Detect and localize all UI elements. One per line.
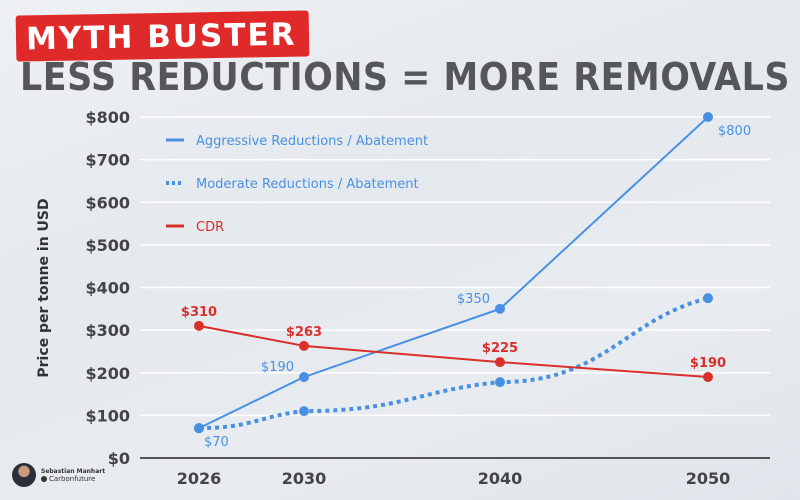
data-label: $225 <box>482 341 518 356</box>
y-tick-label: $300 <box>85 321 130 340</box>
series-line-2 <box>198 324 709 379</box>
data-point <box>703 112 713 122</box>
data-label: $350 <box>457 292 490 307</box>
y-tick-label: $0 <box>108 449 130 468</box>
data-label: $70 <box>204 435 229 450</box>
x-tick-label: 2030 <box>282 469 327 488</box>
data-point <box>495 377 505 388</box>
legend-label: CDR <box>196 220 224 235</box>
legend-label: Aggressive Reductions / Abatement <box>196 134 428 149</box>
y-tick-label: $500 <box>85 236 130 255</box>
author-name: Sebastian Manhart <box>41 467 106 475</box>
y-tick-label: $800 <box>85 108 130 127</box>
avatar <box>12 463 36 487</box>
y-tick-label: $600 <box>85 193 130 212</box>
data-point <box>299 372 309 383</box>
chart-title: LESS REDUCTIONS = MORE REMOVALS <box>20 55 791 99</box>
data-point <box>194 423 204 434</box>
data-point <box>495 303 505 314</box>
data-point <box>703 293 713 304</box>
series-line-0 <box>198 116 709 430</box>
y-axis-label: Price per tonne in USD <box>36 198 52 377</box>
data-point <box>495 357 505 368</box>
data-point <box>299 340 309 351</box>
series-line-1 <box>198 296 709 431</box>
data-point <box>703 372 713 383</box>
data-point <box>194 320 204 331</box>
author-credit: Sebastian Manhart Carbonfuture <box>12 463 105 487</box>
data-point <box>299 406 309 417</box>
data-label: $190 <box>261 360 294 375</box>
x-tick-label: 2040 <box>478 469 523 488</box>
x-tick-label: 2026 <box>177 469 222 488</box>
y-tick-label: $200 <box>85 364 130 383</box>
data-label: $800 <box>718 124 751 139</box>
carbonfuture-logo-icon <box>41 475 47 482</box>
data-label: $263 <box>286 325 322 340</box>
x-tick-label: 2050 <box>686 469 731 488</box>
y-tick-label: $700 <box>85 151 130 170</box>
author-org: Carbonfuture <box>49 474 96 483</box>
data-label: $190 <box>690 356 726 371</box>
y-tick-label: $400 <box>85 279 130 298</box>
y-tick-label: $100 <box>85 406 130 425</box>
data-label: $310 <box>181 305 217 320</box>
legend-label: Moderate Reductions / Abatement <box>196 177 419 192</box>
